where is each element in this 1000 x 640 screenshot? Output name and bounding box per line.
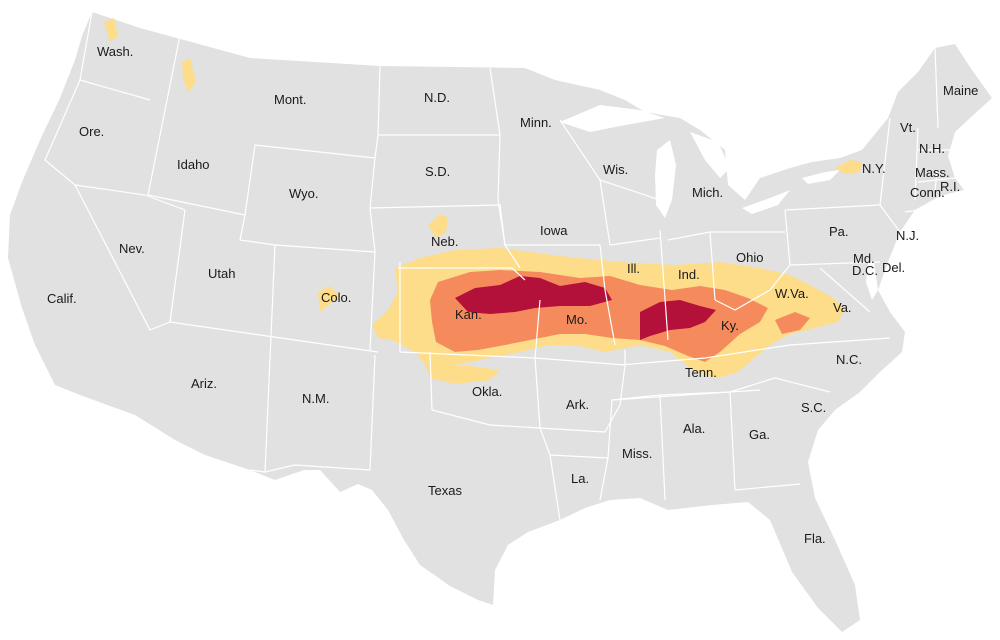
label-tn: Tenn. <box>685 365 717 380</box>
label-mo: Mo. <box>566 312 588 327</box>
label-al: Ala. <box>683 421 705 436</box>
label-ri: R.I. <box>940 179 960 194</box>
label-in: Ind. <box>678 267 700 282</box>
label-wi: Wis. <box>603 162 628 177</box>
label-il: Ill. <box>627 261 640 276</box>
label-ny: N.Y. <box>862 161 886 176</box>
label-sd: S.D. <box>425 164 450 179</box>
risk-level-1-washington <box>104 18 118 42</box>
label-me: Maine <box>943 83 978 98</box>
label-ma: Mass. <box>915 165 950 180</box>
label-dc: D.C. <box>852 263 878 278</box>
label-tx: Texas <box>428 483 462 498</box>
label-mi: Mich. <box>692 185 723 200</box>
label-nc: N.C. <box>836 352 862 367</box>
label-md: Md. <box>853 251 875 266</box>
label-ky: Ky. <box>721 318 739 333</box>
label-ar: Ark. <box>566 397 589 412</box>
label-az: Ariz. <box>191 376 217 391</box>
risk-level-1-colorado <box>318 286 340 312</box>
label-nv: Nev. <box>119 241 145 256</box>
label-fl: Fla. <box>804 531 826 546</box>
label-la: La. <box>571 471 589 486</box>
label-nh: N.H. <box>919 141 945 156</box>
label-ks: Kan. <box>455 307 482 322</box>
label-ut: Utah <box>208 266 235 281</box>
label-ga: Ga. <box>749 427 770 442</box>
state-labels: Wash. Ore. Calif. Idaho Nev. Mont. Wyo. … <box>47 44 978 546</box>
label-wy: Wyo. <box>289 186 319 201</box>
label-ms: Miss. <box>622 446 652 461</box>
chesapeake-bay <box>866 262 878 300</box>
forecast-area <box>104 18 862 384</box>
label-oh: Ohio <box>736 250 763 265</box>
label-nm: N.M. <box>302 391 329 406</box>
label-id: Idaho <box>177 157 210 172</box>
label-sc: S.C. <box>801 400 826 415</box>
label-va: Va. <box>833 300 852 315</box>
state-borders <box>44 11 956 521</box>
great-lakes <box>560 105 840 218</box>
label-mn: Minn. <box>520 115 552 130</box>
label-or: Ore. <box>79 124 104 139</box>
risk-level-2-va <box>775 312 810 334</box>
label-ok: Okla. <box>472 384 502 399</box>
label-ct: Conn. <box>910 185 945 200</box>
label-co: Colo. <box>321 290 351 305</box>
label-pa: Pa. <box>829 224 849 239</box>
label-de: Del. <box>882 260 905 275</box>
label-wv: W.Va. <box>775 286 809 301</box>
risk-level-1-oklahoma <box>425 365 500 384</box>
risk-level-1-idaho <box>182 58 196 92</box>
label-wa: Wash. <box>97 44 133 59</box>
risk-level-1-new-york <box>835 160 862 174</box>
risk-level-3-east <box>640 300 716 340</box>
label-ia: Iowa <box>540 223 568 238</box>
label-ca: Calif. <box>47 291 77 306</box>
risk-level-3-west <box>455 276 612 314</box>
label-vt: Vt. <box>900 120 916 135</box>
label-nj: N.J. <box>896 228 919 243</box>
label-ne: Neb. <box>431 234 458 249</box>
risk-level-1-nebraska <box>428 214 448 238</box>
label-mt: Mont. <box>274 92 307 107</box>
label-nd: N.D. <box>424 90 450 105</box>
